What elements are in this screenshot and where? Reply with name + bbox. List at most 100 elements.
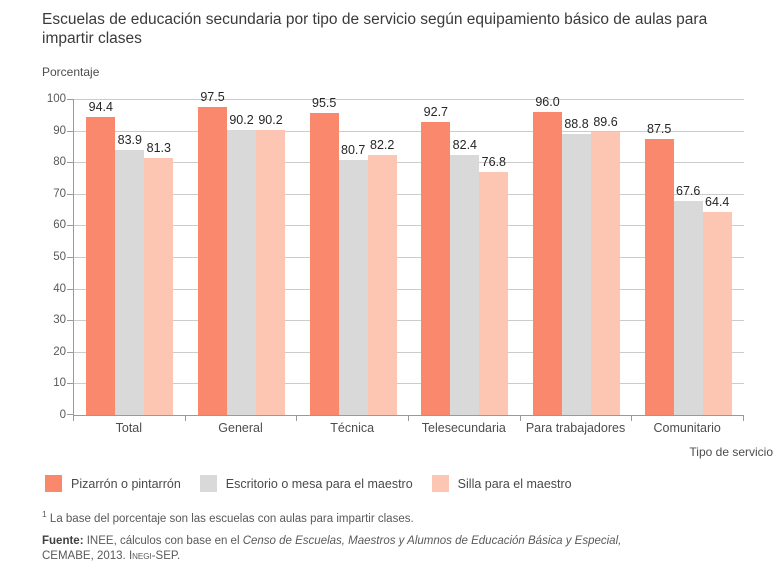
x-axis-tick xyxy=(743,415,744,421)
y-axis-tick xyxy=(67,225,73,227)
bar: 67.6 xyxy=(673,184,703,415)
gridline xyxy=(74,162,744,164)
bar: 82.2 xyxy=(367,138,397,415)
gridline xyxy=(74,225,744,227)
footnote-text: La base del porcentaje son las escuelas … xyxy=(46,513,414,525)
y-axis-tick xyxy=(67,288,73,290)
source-institution: Inegi xyxy=(128,550,152,562)
x-axis-tick xyxy=(185,415,186,421)
y-axis-tick-label: 50 xyxy=(53,251,66,263)
source-publication-title: Censo de Escuelas, Maestros y Alumnos de… xyxy=(242,535,622,547)
y-axis-labels: 0 10 20 30 40 50 60 70 80 90 100 xyxy=(42,93,66,421)
bar: 95.5 xyxy=(309,96,339,415)
bar: 80.7 xyxy=(338,143,368,415)
y-axis-tick xyxy=(67,257,73,258)
bar-group: 92.7 82.4 76.8 xyxy=(409,105,521,415)
bar-value-label: 88.8 xyxy=(564,117,589,132)
bar-value-label: 82.2 xyxy=(370,138,395,153)
bar-value-label: 97.5 xyxy=(200,89,225,104)
bars-row: 94.4 83.9 81.3 97.5 90.2 90.2 95.5 80.7 82.2 92.7… xyxy=(74,90,744,415)
legend-label: Pizarrón o pintarrón xyxy=(71,476,181,491)
y-axis-tick-label: 20 xyxy=(53,345,66,358)
y-axis-tick xyxy=(67,414,73,415)
legend-swatch xyxy=(199,475,217,492)
legend: Pizarrón o pintarrón Escritorio o mesa pa… xyxy=(45,475,773,492)
bar: 90.2 xyxy=(227,113,256,415)
gridline xyxy=(74,383,744,385)
y-axis-tick xyxy=(67,351,73,353)
source-text-line2: CEMABE, 2013. xyxy=(42,550,129,562)
category-label: General xyxy=(218,421,263,435)
bar: 87.5 xyxy=(644,122,674,415)
bar-group: 97.5 90.2 90.2 xyxy=(186,90,298,415)
legend-label: Silla para el maestro xyxy=(457,476,572,491)
bar-value-label: 83.9 xyxy=(117,132,142,147)
x-axis-tick xyxy=(520,415,521,421)
x-axis-tick xyxy=(631,415,632,421)
y-axis-tick-label: 30 xyxy=(53,314,66,327)
bar: 94.4 xyxy=(86,100,116,415)
bar: 90.2 xyxy=(256,113,285,415)
bar-group: 96.0 88.8 89.6 xyxy=(521,95,633,415)
y-axis-tick-label: 80 xyxy=(53,156,66,169)
bar-value-label: 90.2 xyxy=(258,112,283,127)
legend-item: Silla para el maestro xyxy=(431,475,572,492)
y-axis-tick xyxy=(67,383,73,385)
bar-value-label: 89.6 xyxy=(593,114,618,129)
x-axis-title: Tipo de servicio xyxy=(689,445,773,459)
bar-value-label: 95.5 xyxy=(312,96,337,111)
bar: 88.8 xyxy=(562,117,592,415)
footnote-marker: 1 xyxy=(42,509,47,520)
y-axis-tick xyxy=(67,320,73,322)
gridline xyxy=(74,351,744,353)
y-axis-tick-label: 100 xyxy=(46,93,66,105)
bar-value-label: 87.5 xyxy=(647,121,672,136)
bar: 92.7 xyxy=(421,105,451,415)
category-label: Comunitario xyxy=(653,421,721,435)
bar-chart: 0 10 20 30 40 50 60 70 80 90 100 94.4 83.9 81.3 97.5 9… xyxy=(42,90,773,421)
bar: 89.6 xyxy=(591,115,621,415)
x-axis-tick xyxy=(296,415,297,421)
y-axis-tick xyxy=(67,193,73,195)
category-label: Técnica xyxy=(330,421,375,435)
source-text-end: -SEP. xyxy=(151,550,181,562)
bar: 83.9 xyxy=(115,133,145,415)
bar-value-label: 81.3 xyxy=(146,141,171,156)
y-axis-tick-label: 10 xyxy=(53,377,66,390)
category-label: Total xyxy=(115,421,143,435)
y-axis-tick-label: 40 xyxy=(53,282,66,295)
source-label: Fuente: xyxy=(42,535,84,547)
y-axis-tick xyxy=(67,99,73,100)
y-axis-tick-label: 90 xyxy=(53,124,66,137)
y-axis-tick-label: 60 xyxy=(53,219,66,232)
bar-group: 95.5 80.7 82.2 xyxy=(297,96,409,415)
gridline xyxy=(74,130,744,132)
bar-value-label: 64.4 xyxy=(705,194,730,209)
category-label: Para trabajadores xyxy=(525,421,626,435)
gridline xyxy=(74,99,744,100)
bar: 64.4 xyxy=(702,195,732,415)
bar-value-label: 80.7 xyxy=(341,143,366,157)
y-axis-tick xyxy=(67,162,73,164)
bar-group: 87.5 67.6 64.4 xyxy=(632,122,744,415)
legend-swatch xyxy=(45,475,62,492)
bar-value-label: 96.0 xyxy=(535,94,560,109)
bar-value-label: 92.7 xyxy=(423,105,449,120)
x-axis-tick xyxy=(73,415,74,421)
gridline xyxy=(74,193,744,195)
y-axis-tick xyxy=(67,130,73,132)
category-label: Telesecundaria xyxy=(421,421,506,435)
bar: 76.8 xyxy=(479,155,509,415)
gridline xyxy=(74,320,744,322)
bar: 97.5 xyxy=(198,90,227,415)
source-text: INEE, cálculos con base en el xyxy=(83,535,243,547)
legend-item: Escritorio o mesa para el maestro xyxy=(199,475,413,492)
bar-value-label: 94.4 xyxy=(88,99,113,114)
plot-area: 94.4 83.9 81.3 97.5 90.2 90.2 95.5 80.7 82.2 92.7… xyxy=(67,90,744,421)
bar-value-label: 90.2 xyxy=(229,112,254,127)
y-axis-tick-label: 70 xyxy=(53,187,66,200)
source-note: Fuente: INEE, cálculos con base en el Ce… xyxy=(42,534,742,564)
footnote: 1 La base del porcentaje son las escuela… xyxy=(42,510,773,525)
legend-item: Pizarrón o pintarrón xyxy=(45,475,181,492)
chart-title: Escuelas de educación secundaria por tip… xyxy=(42,11,708,47)
